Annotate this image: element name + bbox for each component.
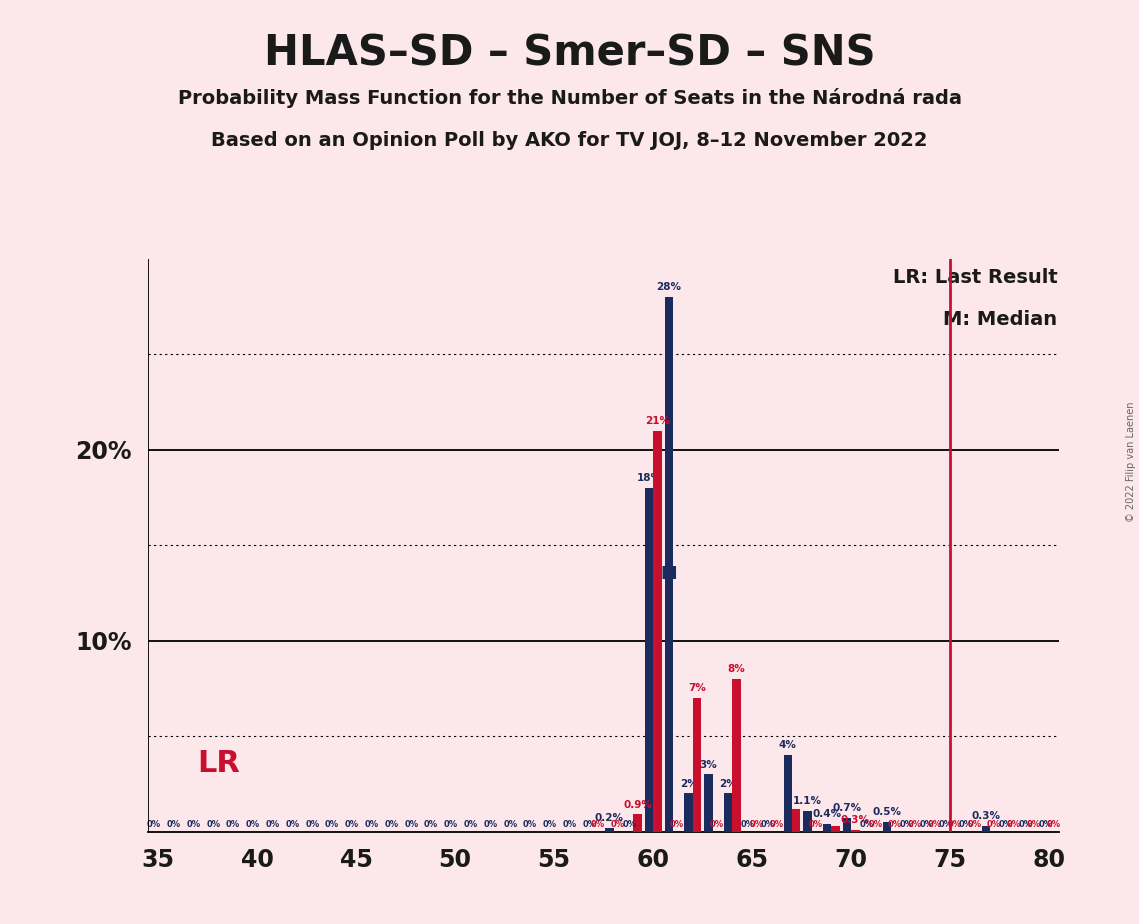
Text: 0%: 0% (927, 821, 942, 830)
Text: 0%: 0% (741, 821, 755, 830)
Text: 0%: 0% (868, 821, 883, 830)
Bar (831, 826, 839, 832)
Text: 0%: 0% (543, 821, 557, 830)
Text: 0%: 0% (286, 821, 300, 830)
Text: HLAS–SD – Smer–SD – SNS: HLAS–SD – Smer–SD – SNS (264, 32, 875, 74)
Text: 0%: 0% (1018, 821, 1032, 830)
Text: 21%: 21% (645, 416, 670, 426)
Text: 2%: 2% (720, 779, 737, 788)
Text: © 2022 Filip van Laenen: © 2022 Filip van Laenen (1126, 402, 1136, 522)
Text: 0.2%: 0.2% (595, 813, 624, 823)
Text: 0%: 0% (483, 821, 498, 830)
Text: 0.5%: 0.5% (872, 808, 901, 817)
Text: 0%: 0% (404, 821, 418, 830)
Text: 0%: 0% (670, 821, 685, 830)
Text: 0%: 0% (888, 821, 902, 830)
Bar (665, 297, 673, 832)
Text: 0%: 0% (147, 821, 161, 830)
Text: 0%: 0% (166, 821, 181, 830)
Text: 0%: 0% (939, 821, 953, 830)
Text: 0%: 0% (622, 821, 637, 830)
Bar (784, 755, 792, 832)
Bar (704, 774, 713, 832)
Text: 0.7%: 0.7% (833, 804, 862, 813)
Text: 0%: 0% (988, 821, 1001, 830)
Text: 0.4%: 0.4% (813, 809, 842, 820)
Text: 0%: 0% (1047, 821, 1060, 830)
Text: 0%: 0% (464, 821, 478, 830)
Text: 0%: 0% (1038, 821, 1052, 830)
Text: 0%: 0% (999, 821, 1013, 830)
Text: 2%: 2% (680, 779, 697, 788)
Text: 0%: 0% (919, 821, 934, 830)
Bar (645, 488, 653, 832)
Text: LR: Last Result: LR: Last Result (893, 268, 1057, 287)
Text: 8%: 8% (728, 664, 745, 675)
Text: 0%: 0% (206, 821, 220, 830)
Bar (605, 828, 614, 832)
Bar (633, 814, 641, 832)
Text: 0%: 0% (385, 821, 399, 830)
Text: 0%: 0% (1026, 821, 1041, 830)
Text: 3%: 3% (699, 760, 718, 770)
Bar (724, 794, 732, 832)
Bar (823, 824, 831, 832)
Text: 0%: 0% (591, 821, 605, 830)
Text: 0%: 0% (325, 821, 339, 830)
Bar (851, 830, 860, 832)
Text: Based on an Opinion Poll by AKO for TV JOJ, 8–12 November 2022: Based on an Opinion Poll by AKO for TV J… (211, 131, 928, 151)
Text: 0%: 0% (582, 821, 597, 830)
Text: 0%: 0% (769, 821, 784, 830)
Text: 0%: 0% (959, 821, 973, 830)
Text: 0.9%: 0.9% (623, 799, 652, 809)
Text: 0%: 0% (424, 821, 439, 830)
Text: 0%: 0% (809, 821, 822, 830)
Bar (693, 698, 702, 832)
Bar (843, 819, 851, 832)
Bar (883, 822, 891, 832)
Text: 0%: 0% (503, 821, 517, 830)
Text: 0%: 0% (710, 821, 724, 830)
Text: 0%: 0% (900, 821, 913, 830)
Text: 0.3%: 0.3% (972, 811, 1000, 821)
Text: M: Median: M: Median (943, 310, 1057, 329)
Text: 4%: 4% (779, 740, 796, 750)
Text: 0%: 0% (226, 821, 240, 830)
Text: 7%: 7% (688, 683, 706, 693)
Text: 0%: 0% (611, 821, 625, 830)
Bar (653, 431, 662, 832)
Text: 0%: 0% (860, 821, 874, 830)
Text: 28%: 28% (656, 282, 681, 292)
Bar (982, 826, 990, 832)
Text: 0%: 0% (345, 821, 359, 830)
Bar (792, 808, 801, 832)
Text: 0%: 0% (908, 821, 921, 830)
Text: 0%: 0% (187, 821, 200, 830)
Text: 0%: 0% (305, 821, 319, 830)
Text: 0%: 0% (948, 821, 961, 830)
Text: M: M (661, 565, 677, 583)
Text: LR: LR (197, 749, 240, 778)
Text: 0%: 0% (444, 821, 458, 830)
Text: 0%: 0% (967, 821, 982, 830)
Bar (732, 679, 740, 832)
Text: 0%: 0% (1007, 821, 1021, 830)
Text: 0.3%: 0.3% (841, 815, 870, 825)
Text: 18%: 18% (637, 473, 662, 483)
Text: 1.1%: 1.1% (793, 796, 822, 806)
Bar (803, 810, 812, 832)
Text: Probability Mass Function for the Number of Seats in the Národná rada: Probability Mass Function for the Number… (178, 88, 961, 108)
Text: 0%: 0% (761, 821, 775, 830)
Text: 0%: 0% (523, 821, 538, 830)
Text: 0%: 0% (265, 821, 280, 830)
Text: 0%: 0% (364, 821, 379, 830)
Text: 0%: 0% (749, 821, 763, 830)
Text: 0%: 0% (563, 821, 576, 830)
Bar (685, 794, 693, 832)
Text: 0%: 0% (246, 821, 260, 830)
